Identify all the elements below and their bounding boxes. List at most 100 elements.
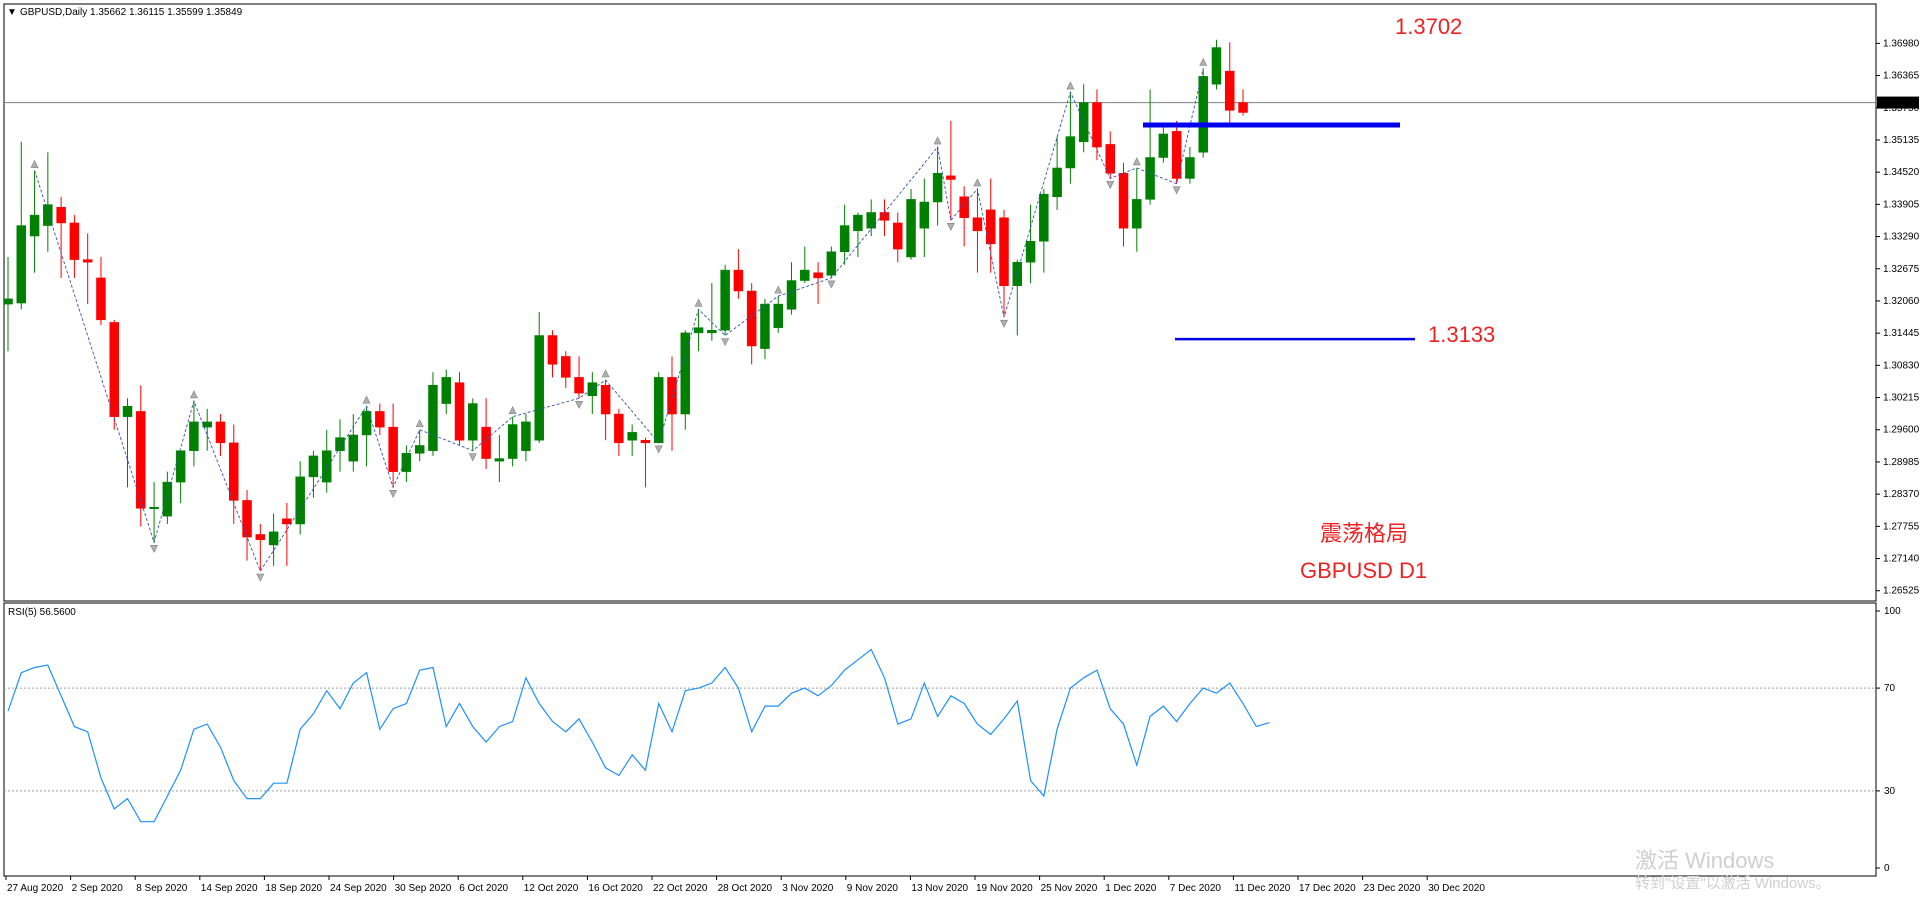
candle-bull xyxy=(1158,133,1169,158)
x-tick-label: 30 Sep 2020 xyxy=(395,883,452,894)
candle-bull xyxy=(760,303,770,349)
x-tick-label: 24 Sep 2020 xyxy=(330,883,387,894)
candle-bull xyxy=(693,327,704,334)
fractal-down-arrow xyxy=(256,573,265,582)
price-tick-label: 1.32675 xyxy=(1883,264,1920,275)
x-tick-label: 13 Nov 2020 xyxy=(911,883,968,894)
candle-bull xyxy=(839,225,850,252)
candle-bull xyxy=(906,199,916,258)
price-tick-label: 1.28985 xyxy=(1883,457,1920,468)
candle-bull xyxy=(494,458,505,462)
candle-bull xyxy=(335,437,345,451)
candle-bull xyxy=(295,476,305,525)
candle-bull xyxy=(587,382,598,396)
price-tick-label: 1.27140 xyxy=(1883,554,1920,565)
price-tick-label: 1.30215 xyxy=(1883,393,1920,404)
candle-bear xyxy=(282,518,292,525)
price-tick-label: 1.30830 xyxy=(1883,360,1920,371)
candle-bear xyxy=(1238,102,1248,113)
rsi-tick-label: 30 xyxy=(1884,786,1896,797)
candle-bull xyxy=(1185,157,1195,179)
candle-bull xyxy=(800,269,810,281)
candle-bear xyxy=(56,206,66,224)
price-tick-label: 1.28370 xyxy=(1883,489,1920,500)
candle-bull xyxy=(627,432,637,441)
candle-bull xyxy=(321,450,332,483)
fractal-down-arrow xyxy=(1172,186,1181,195)
x-tick-label: 9 Nov 2020 xyxy=(847,883,899,894)
candle-bull xyxy=(1025,241,1036,263)
fractal-down-arrow xyxy=(654,445,663,454)
candle-bull xyxy=(932,172,943,203)
fractal-arrows xyxy=(30,57,1208,582)
x-tick-label: 19 Nov 2020 xyxy=(976,883,1033,894)
candle-bull xyxy=(401,453,412,472)
candle-bull xyxy=(268,531,279,546)
candle-bull xyxy=(308,455,319,478)
chart-dropdown-icon[interactable]: ▼ xyxy=(7,7,17,18)
candle-bull xyxy=(122,405,133,417)
candle-bull xyxy=(773,303,783,328)
candle-bear xyxy=(972,217,983,232)
price-tick-label: 1.31445 xyxy=(1883,328,1920,339)
candle-bear xyxy=(893,222,903,250)
fractal-up-arrow xyxy=(415,419,424,428)
price-tick-label: 1.29600 xyxy=(1883,425,1920,436)
candle-bear xyxy=(946,175,956,180)
x-tick-label: 16 Oct 2020 xyxy=(588,883,643,894)
price-pane xyxy=(3,3,1877,602)
candle-bull xyxy=(1039,193,1049,242)
x-tick-label: 25 Nov 2020 xyxy=(1041,883,1098,894)
candle-bull xyxy=(175,450,186,483)
rsi-levels xyxy=(4,687,1876,792)
candle-bull xyxy=(786,280,797,310)
activate-windows-title: 激活 Windows xyxy=(1635,848,1774,873)
x-axis: 27 Aug 2020 2 Sep 2020 8 Sep 2020 14 Sep 20… xyxy=(5,876,1485,894)
rsi-tick-label: 0 xyxy=(1884,863,1890,874)
pair-timeframe: GBPUSD D1 xyxy=(1300,558,1427,583)
candle-bear xyxy=(667,377,677,415)
candle-bull xyxy=(428,384,438,451)
fractal-down-arrow xyxy=(1000,319,1008,328)
candle-bull xyxy=(414,445,425,454)
candle-bear xyxy=(561,356,571,378)
rsi-series-line xyxy=(7,648,1270,823)
fractal-up-arrow xyxy=(1066,81,1075,90)
candle-bull xyxy=(507,424,518,459)
candle-bear xyxy=(959,196,969,218)
fractal-down-arrow xyxy=(468,453,477,462)
price-tick-label: 1.33905 xyxy=(1883,199,1920,210)
low-label: 1.3133 xyxy=(1428,322,1495,347)
fractal-down-arrow xyxy=(946,223,955,232)
fractal-up-arrow xyxy=(973,178,982,187)
candle-bull xyxy=(1132,199,1142,229)
candle-bull xyxy=(826,251,837,276)
symbol-info: GBPUSD,Daily 1.35662 1.36115 1.35599 1.3… xyxy=(20,7,243,18)
candle-bull xyxy=(1145,157,1155,200)
x-tick-label: 18 Sep 2020 xyxy=(265,883,322,894)
rsi-tick-label: 70 xyxy=(1884,683,1896,694)
price-tick-label: 1.36365 xyxy=(1883,71,1920,82)
rsi-label: RSI(5) 56.5600 xyxy=(8,607,76,618)
fractal-down-arrow xyxy=(150,545,159,553)
candle-bull xyxy=(919,201,930,229)
candle-bull xyxy=(43,204,53,226)
x-tick-label: 23 Dec 2020 xyxy=(1364,883,1421,894)
current-price-line: 1.35849 xyxy=(4,96,1919,109)
x-tick-label: 17 Dec 2020 xyxy=(1299,883,1356,894)
x-tick-label: 28 Oct 2020 xyxy=(718,883,773,894)
fractal-down-arrow xyxy=(1106,181,1115,190)
rsi-axis: 100 70 30 0 xyxy=(1876,606,1901,874)
candle-bear xyxy=(813,272,823,279)
fractal-down-arrow xyxy=(389,490,398,499)
x-tick-label: 14 Sep 2020 xyxy=(201,883,258,894)
candles xyxy=(3,39,1248,572)
fractal-down-arrow xyxy=(575,401,584,410)
candle-bull xyxy=(707,330,717,334)
candle-bear xyxy=(1105,144,1115,174)
candle-bull xyxy=(149,506,159,509)
candle-bear xyxy=(454,382,465,441)
fractal-up-arrow xyxy=(508,405,517,414)
candle-bear xyxy=(481,426,491,459)
